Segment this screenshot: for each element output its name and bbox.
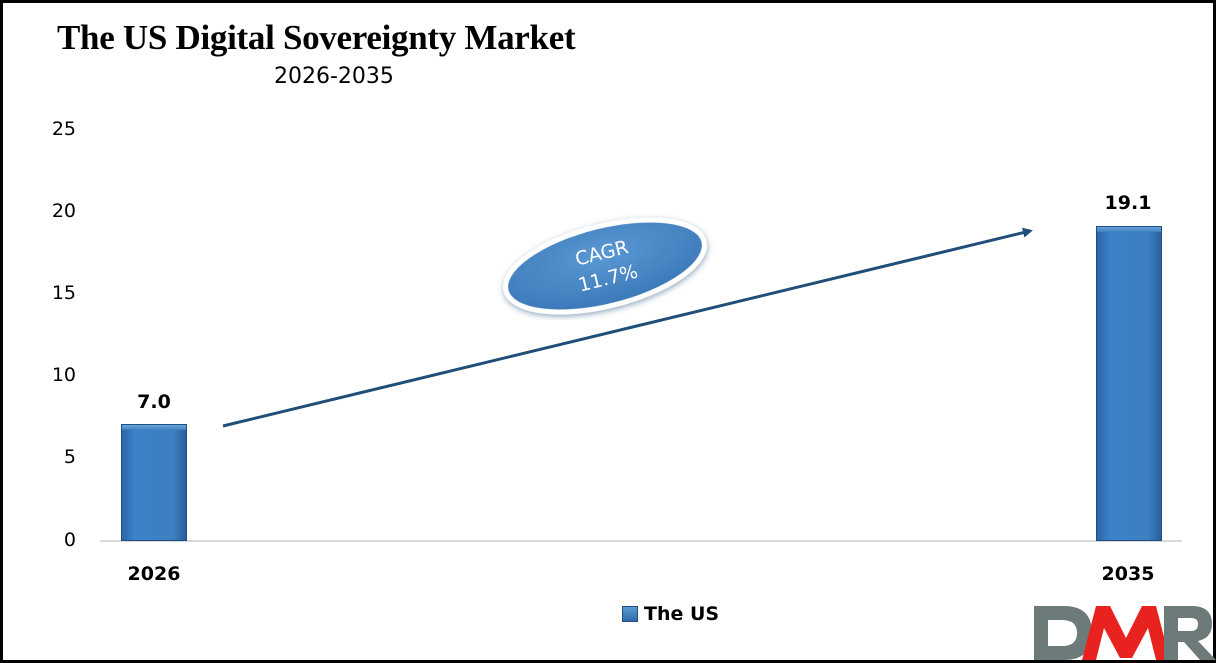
x-axis-line [100, 540, 1182, 542]
legend-swatch [622, 606, 638, 622]
y-tick-0: 0 [63, 529, 76, 551]
legend-label: The US [644, 603, 720, 625]
chart-title: The US Digital Sovereignty Market [57, 18, 576, 57]
cagr-callout: CAGR 11.7% [495, 212, 715, 320]
bar-value-label-2026: 7.0 [137, 391, 171, 413]
x-label-2035: 2035 [1101, 563, 1155, 585]
chart-legend: The US [622, 603, 719, 625]
y-tick-5: 5 [63, 446, 76, 468]
ellipse-shape [503, 217, 707, 315]
dmr-logo [1034, 606, 1216, 660]
frame-bottom-border [0, 660, 1216, 663]
bar-2026 [121, 424, 187, 541]
chart-subtitle: 2026-2035 [274, 64, 394, 89]
x-label-2026: 2026 [127, 563, 181, 585]
bar-value-label-2035: 19.1 [1104, 192, 1152, 214]
y-tick-20: 20 [51, 200, 76, 222]
y-tick-10: 10 [51, 364, 76, 386]
bar-2035 [1096, 226, 1162, 541]
y-tick-15: 15 [51, 282, 76, 304]
y-tick-25: 25 [51, 118, 76, 140]
